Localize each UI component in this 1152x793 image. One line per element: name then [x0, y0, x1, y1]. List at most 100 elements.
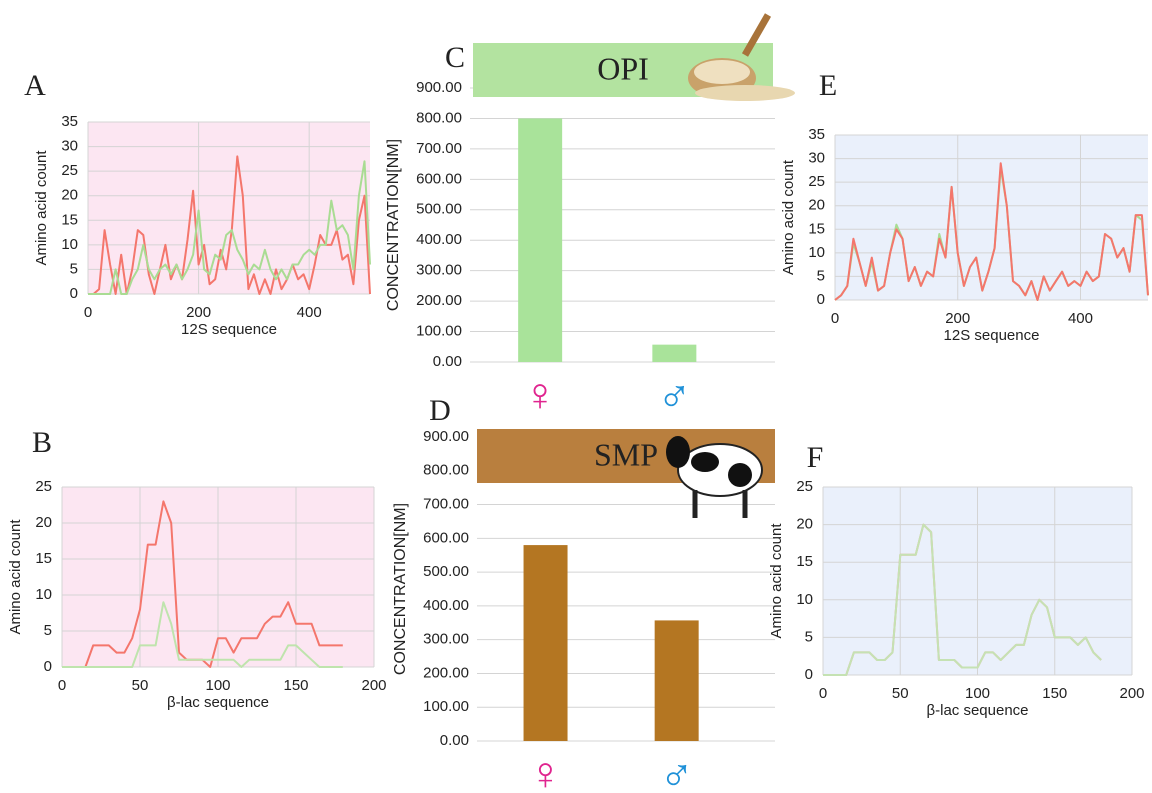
cow-icon	[666, 436, 763, 518]
x-tick-label: 200	[945, 310, 970, 327]
oat-pile	[695, 85, 795, 101]
x-tick-label: 400	[1068, 310, 1093, 327]
category-label: ♀	[523, 368, 558, 420]
y-axis-label: Amino acid count	[768, 523, 785, 639]
panel-letter: F	[807, 441, 824, 474]
y-tick-label: 20	[35, 514, 52, 531]
plot-background	[835, 135, 1148, 300]
y-tick-label: 0	[805, 666, 813, 683]
y-tick-label: 0	[70, 285, 78, 302]
x-axis-label: β-lac sequence	[167, 694, 269, 711]
bar	[654, 620, 699, 741]
x-tick-label: 200	[186, 304, 211, 321]
y-tick-label: 30	[808, 150, 825, 167]
y-tick-label: 5	[817, 267, 825, 284]
data-line	[88, 160, 371, 295]
panel-letter: D	[429, 394, 451, 427]
category-label: ♂	[657, 368, 692, 420]
cow-head	[666, 436, 690, 468]
y-axis-label: Amino acid count	[780, 159, 797, 275]
y-tick-label: 300.00	[416, 262, 462, 279]
x-tick-label: 150	[1042, 685, 1067, 702]
bar	[523, 545, 568, 741]
y-tick-label: 5	[70, 260, 78, 277]
y-tick-label: 25	[35, 478, 52, 495]
y-tick-label: 100.00	[423, 698, 469, 715]
x-tick-label: 50	[132, 677, 149, 694]
x-tick-label: 50	[892, 685, 909, 702]
panel-letter: E	[819, 69, 837, 102]
panel-letter: A	[24, 69, 46, 102]
y-tick-label: 0	[44, 658, 52, 675]
y-tick-label: 25	[61, 162, 78, 179]
y-tick-label: 500.00	[423, 563, 469, 580]
chart-title: SMP	[594, 436, 658, 472]
bar	[518, 118, 563, 362]
data-line	[834, 162, 1149, 301]
y-axis-label: CONCENTRATION[NM]	[392, 503, 409, 675]
y-tick-label: 35	[808, 126, 825, 143]
spot	[691, 452, 719, 472]
x-tick-label: 400	[297, 304, 322, 321]
x-tick-label: 200	[361, 677, 386, 694]
y-tick-label: 0.00	[433, 353, 462, 370]
data-line	[88, 155, 371, 295]
y-tick-label: 5	[805, 628, 813, 645]
oat-scoop-icon	[688, 13, 795, 101]
bar	[652, 344, 697, 362]
panel-letter: B	[32, 426, 52, 459]
x-axis-label: β-lac sequence	[926, 702, 1028, 719]
data-line	[62, 601, 343, 668]
y-tick-label: 15	[808, 220, 825, 237]
panel-letter: C	[445, 41, 465, 74]
spot	[728, 463, 752, 487]
x-tick-label: 0	[831, 310, 839, 327]
data-line	[823, 523, 1102, 676]
y-tick-label: 700.00	[416, 140, 462, 157]
y-tick-label: 100.00	[416, 323, 462, 340]
y-tick-label: 500.00	[416, 201, 462, 218]
y-tick-label: 600.00	[416, 170, 462, 187]
x-tick-label: 150	[283, 677, 308, 694]
y-tick-label: 200.00	[416, 292, 462, 309]
y-tick-label: 200.00	[423, 664, 469, 681]
y-tick-label: 30	[61, 138, 78, 155]
oats	[694, 60, 750, 84]
y-tick-label: 25	[808, 173, 825, 190]
y-tick-label: 400.00	[423, 597, 469, 614]
y-tick-label: 800.00	[416, 109, 462, 126]
x-tick-label: 0	[58, 677, 66, 694]
chart-title: OPI	[597, 50, 649, 86]
x-tick-label: 0	[819, 685, 827, 702]
y-tick-label: 20	[808, 197, 825, 214]
y-tick-label: 10	[808, 244, 825, 261]
y-tick-label: 0.00	[440, 732, 469, 749]
y-tick-label: 600.00	[423, 529, 469, 546]
y-tick-label: 15	[796, 553, 813, 570]
y-axis-label: CONCENTRATION[NM]	[385, 139, 402, 311]
y-tick-label: 5	[44, 622, 52, 639]
y-tick-label: 20	[796, 516, 813, 533]
x-tick-label: 100	[965, 685, 990, 702]
category-label: ♀	[528, 747, 563, 793]
x-axis-label: 12S sequence	[944, 327, 1040, 344]
y-axis-label: Amino acid count	[7, 519, 24, 635]
y-tick-label: 35	[61, 113, 78, 130]
y-tick-label: 0	[817, 291, 825, 308]
y-tick-label: 15	[61, 211, 78, 228]
y-tick-label: 10	[61, 236, 78, 253]
y-tick-label: 25	[796, 478, 813, 495]
y-tick-label: 10	[35, 586, 52, 603]
y-tick-label: 300.00	[423, 631, 469, 648]
y-tick-label: 400.00	[416, 231, 462, 248]
y-tick-label: 800.00	[423, 462, 469, 479]
y-tick-label: 900.00	[416, 79, 462, 96]
x-axis-label: 12S sequence	[181, 321, 277, 338]
x-tick-label: 100	[205, 677, 230, 694]
x-tick-label: 0	[84, 304, 92, 321]
handle	[741, 13, 772, 57]
category-label: ♂	[659, 747, 694, 793]
